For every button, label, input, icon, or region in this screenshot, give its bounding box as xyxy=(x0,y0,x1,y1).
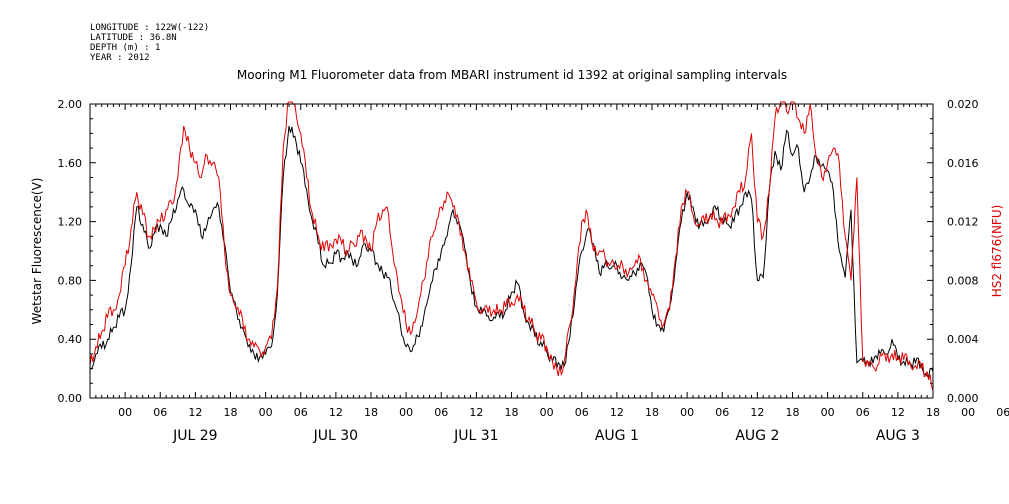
y-tick-label-left: 0.00 xyxy=(58,392,83,405)
y-tick-label-right: 0.016 xyxy=(947,157,979,170)
hour-tick-label: 12 xyxy=(469,406,483,419)
y-tick-label-right: 0.004 xyxy=(947,333,979,346)
hour-tick-label: 06 xyxy=(575,406,589,419)
y-tick-label-left: 0.80 xyxy=(58,274,83,287)
hour-tick-label: 06 xyxy=(715,406,729,419)
plot-frame xyxy=(89,103,934,399)
y-tick-label-right: 0.008 xyxy=(947,274,979,287)
y-axis-title-left: Wetstar Fluorescence(V) xyxy=(30,178,44,325)
hour-tick-label: 12 xyxy=(188,406,202,419)
day-label: JUL 31 xyxy=(453,428,498,444)
y-tick-label-left: 1.20 xyxy=(58,216,83,229)
data-series xyxy=(89,101,934,391)
hour-tick-label: 00 xyxy=(540,406,554,419)
hour-tick-label: 18 xyxy=(364,406,378,419)
hour-tick-label: 00 xyxy=(399,406,413,419)
y-tick-label-right: 0.020 xyxy=(947,98,979,111)
hour-tick-label: 18 xyxy=(505,406,519,419)
meta-longitude: LONGITUDE : 122W(-122) xyxy=(90,23,209,33)
hour-tick-label: 18 xyxy=(224,406,238,419)
series-line-red xyxy=(89,101,934,391)
hour-tick-label: 18 xyxy=(786,406,800,419)
y-tick-label-left: 1.60 xyxy=(58,157,83,170)
y-tick-label-right: 0.012 xyxy=(947,216,979,229)
hour-tick-label: 00 xyxy=(259,406,273,419)
hour-tick-label: 12 xyxy=(329,406,343,419)
hour-tick-label: 12 xyxy=(610,406,624,419)
y-tick-label-left: 2.00 xyxy=(58,98,83,111)
hour-tick-label: 18 xyxy=(645,406,659,419)
y-tick-labels: 0.00 0.40 0.80 1.20 1.60 2.00 0.000 0.004 0.008 0… xyxy=(58,98,979,405)
hour-tick-label: 06 xyxy=(434,406,448,419)
hour-tick-label: 00 xyxy=(680,406,694,419)
day-label: JUL 30 xyxy=(313,428,358,444)
axis-ticks xyxy=(89,103,934,399)
meta-depth: DEPTH (m) : 1 xyxy=(90,43,160,53)
hour-tick-label: 06 xyxy=(996,406,1009,419)
y-tick-label-left: 0.40 xyxy=(58,333,83,346)
tick-marks xyxy=(89,103,934,399)
hour-tick-label: 06 xyxy=(856,406,870,419)
chart-title: Mooring M1 Fluorometer data from MBARI i… xyxy=(237,68,787,82)
day-label: JUL 29 xyxy=(172,428,217,444)
x-tick-labels: 00 06 12 18 00 06 12 18 00 06 12 18 00 06 12 18 00 06 12 18… xyxy=(118,406,1009,444)
hour-tick-label: 12 xyxy=(891,406,905,419)
hour-tick-label: 06 xyxy=(153,406,167,419)
meta-year: YEAR : 2012 xyxy=(90,53,150,63)
meta-latitude: LATITUDE : 36.8N xyxy=(90,33,177,43)
hour-tick-label: 18 xyxy=(926,406,940,419)
series-line-black xyxy=(89,125,934,379)
hour-tick-label: 00 xyxy=(961,406,975,419)
hour-tick-label: 00 xyxy=(118,406,132,419)
day-label: AUG 1 xyxy=(595,428,639,444)
day-label: AUG 3 xyxy=(876,428,920,444)
hour-tick-label: 12 xyxy=(750,406,764,419)
hour-tick-label: 00 xyxy=(821,406,835,419)
day-label: AUG 2 xyxy=(735,428,779,444)
metadata-block: LONGITUDE : 122W(-122) LATITUDE : 36.8N … xyxy=(90,23,209,63)
y-axis-title-right: HS2 fl676(NFU) xyxy=(990,205,1004,298)
y-tick-label-right: 0.000 xyxy=(947,392,979,405)
hour-tick-label: 06 xyxy=(294,406,308,419)
